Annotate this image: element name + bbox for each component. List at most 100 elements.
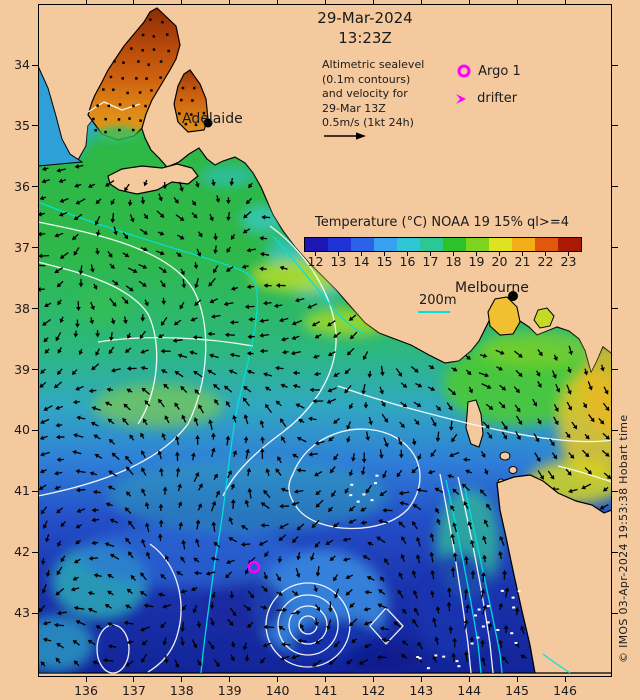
colorbar-tick-label: 13 bbox=[330, 254, 347, 269]
annotation-line: 29-Mar 13Z bbox=[322, 101, 386, 115]
west-coastal-water bbox=[37, 65, 84, 167]
lon-label: 140 bbox=[265, 683, 290, 698]
lon-tick-top bbox=[181, 0, 183, 5]
colorbar-tick-label: 16 bbox=[399, 254, 416, 269]
legend-argo: Argo 1 bbox=[456, 60, 521, 79]
annotation-line: 0.5m/s (1kt 24h) bbox=[322, 116, 414, 129]
lat-tick-right bbox=[612, 308, 618, 310]
colorbar-tick-label: 19 bbox=[468, 254, 485, 269]
lat-label: 34 bbox=[14, 57, 30, 72]
colorbar-tick-label: 14 bbox=[353, 254, 370, 269]
kangaroo-island bbox=[107, 163, 199, 195]
lon-tick-top bbox=[277, 0, 279, 5]
lon-tick-bottom bbox=[468, 677, 470, 682]
lat-label: 39 bbox=[14, 361, 30, 377]
colorbar-tick bbox=[430, 252, 431, 256]
argo-float-marker bbox=[247, 560, 261, 574]
velocity-scale-arrow bbox=[324, 132, 366, 140]
lat-tick-right bbox=[612, 429, 618, 431]
lon-label: 139 bbox=[217, 683, 242, 698]
drifter-legend-icon bbox=[456, 94, 466, 104]
lon-tick-bottom bbox=[372, 677, 374, 682]
lat-tick-left bbox=[32, 186, 38, 188]
colorbar-tick bbox=[361, 252, 362, 256]
argo-legend-icon bbox=[457, 64, 471, 78]
colorbar-tick-label: 18 bbox=[445, 254, 462, 269]
lon-tick-top bbox=[420, 0, 422, 5]
colorbar-segment bbox=[351, 238, 374, 251]
colorbar-tick-label: 21 bbox=[514, 254, 531, 269]
lon-tick-top bbox=[85, 0, 87, 5]
lon-tick-bottom bbox=[85, 677, 87, 682]
lat-tick-left bbox=[32, 369, 38, 370]
melbourne-label: Melbourne bbox=[455, 280, 529, 296]
lat-label: 40 bbox=[14, 422, 30, 438]
colorbar-tick bbox=[476, 252, 477, 256]
colorbar-segment bbox=[443, 238, 466, 251]
colorbar-tick bbox=[499, 252, 500, 256]
colorbar-segment bbox=[489, 238, 512, 251]
lon-tick-bottom bbox=[516, 677, 518, 682]
lat-tick-left bbox=[32, 429, 38, 431]
lon-tick-top bbox=[229, 0, 231, 5]
gulf-velocity-dots bbox=[92, 18, 206, 134]
lat-tick-right bbox=[612, 551, 618, 553]
lat-label: 42 bbox=[14, 544, 30, 560]
annotation-line: Altimetric sealevel bbox=[322, 58, 425, 71]
hunter-islands bbox=[497, 451, 518, 486]
lat-tick-right bbox=[612, 369, 618, 370]
colorbar-segment bbox=[466, 238, 489, 251]
colorbar-tick bbox=[338, 252, 339, 256]
argo-legend-label: Argo 1 bbox=[478, 64, 521, 79]
lat-tick-left bbox=[32, 612, 38, 614]
velocity-arrows bbox=[38, 116, 612, 669]
lon-tick-bottom bbox=[229, 677, 231, 682]
map-plot-area bbox=[37, 4, 613, 677]
colorbar-segment bbox=[305, 238, 328, 251]
credit-text: © IMOS 03-Apr-2024 19:53:38 Hobart time bbox=[617, 414, 630, 663]
lat-tick-left bbox=[32, 490, 38, 492]
title-date: 29-Mar-2024 bbox=[317, 9, 413, 27]
bathymetry-200m-lines bbox=[37, 201, 571, 674]
king-island bbox=[465, 399, 484, 448]
lat-tick-left bbox=[32, 125, 38, 127]
annotation-line: (0.1m contours) bbox=[322, 72, 411, 86]
gulf-st-vincent-water bbox=[173, 69, 209, 133]
lat-label: 35 bbox=[14, 117, 30, 133]
lat-tick-left bbox=[32, 247, 38, 249]
colorbar-tick-label: 23 bbox=[560, 254, 577, 269]
port-phillip-bay-water bbox=[487, 296, 521, 336]
adelaide-dot bbox=[203, 118, 213, 128]
drifter-legend-label: drifter bbox=[477, 91, 518, 106]
melbourne-dot bbox=[508, 291, 518, 301]
adelaide-label: Adelaide bbox=[182, 111, 243, 127]
lon-label: 142 bbox=[361, 683, 386, 698]
lat-tick-left bbox=[32, 64, 38, 66]
lat-tick-left bbox=[32, 308, 38, 310]
colorbar-tick bbox=[453, 252, 454, 256]
lat-tick-right bbox=[612, 186, 618, 188]
colorbar-segment bbox=[328, 238, 351, 251]
title-time: 13:23Z bbox=[338, 29, 392, 47]
colorbar-tick-label: 17 bbox=[422, 254, 439, 269]
lon-label: 146 bbox=[553, 683, 577, 698]
lat-tick-right bbox=[612, 64, 618, 66]
lat-tick-right bbox=[612, 612, 618, 614]
lat-label: 38 bbox=[14, 300, 30, 316]
lat-label: 43 bbox=[14, 605, 30, 621]
lon-tick-bottom bbox=[325, 677, 326, 682]
lat-tick-right bbox=[612, 490, 618, 492]
colorbar-segment bbox=[535, 238, 558, 251]
lon-tick-top bbox=[564, 0, 566, 5]
colorbar bbox=[304, 237, 582, 252]
lat-tick-right bbox=[612, 247, 618, 249]
depth-200m-line bbox=[418, 311, 450, 313]
colorbar-tick-label: 15 bbox=[376, 254, 393, 269]
lon-tick-bottom bbox=[420, 677, 422, 682]
lon-label: 137 bbox=[121, 683, 146, 698]
lat-tick-left bbox=[32, 551, 38, 553]
annotation-line: and velocity for bbox=[322, 87, 408, 100]
colorbar-tick-label: 22 bbox=[537, 254, 554, 269]
lon-label: 141 bbox=[313, 683, 338, 698]
lon-label: 136 bbox=[74, 683, 98, 698]
